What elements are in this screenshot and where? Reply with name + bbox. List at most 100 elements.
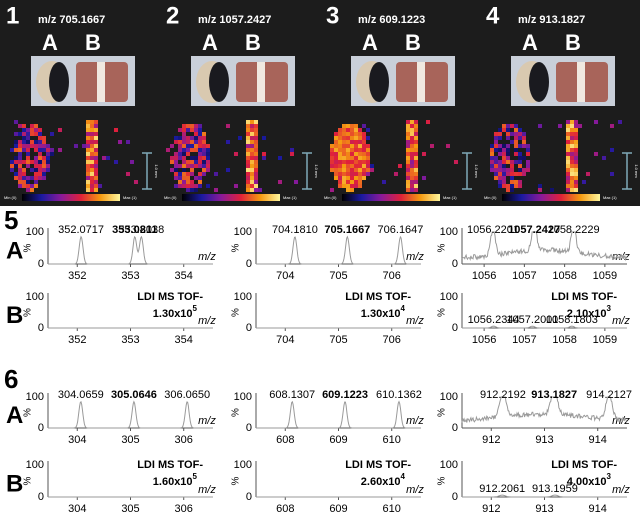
heatmap-pixel <box>178 176 182 180</box>
heatmap-pixel <box>26 156 30 160</box>
heatmap-pixel <box>246 180 250 184</box>
heatmap-pixel <box>14 120 18 124</box>
section-number: 6 <box>4 364 18 394</box>
heatmap-pixel <box>186 144 190 148</box>
heatmap-pixel <box>94 132 98 136</box>
heatmap-pixel <box>22 160 26 164</box>
heatmap-pixel <box>366 168 370 172</box>
heatmap-pixel <box>570 180 574 184</box>
heatmap-pixel <box>338 172 342 176</box>
heatmap-pixel <box>182 168 186 172</box>
heatmap-pixel <box>30 188 34 192</box>
heatmap-pixel <box>254 180 258 184</box>
heatmap-pixel <box>254 136 258 140</box>
heatmap-pixel <box>82 144 86 148</box>
y-max-label: 100 <box>234 391 252 403</box>
heatmap-pixel <box>182 140 186 144</box>
heatmap-pixel <box>90 160 94 164</box>
heatmap-pixel <box>566 140 570 144</box>
heatmap-pixel <box>342 124 346 128</box>
heatmap-pixel <box>346 184 350 188</box>
sample-label: B <box>245 30 261 55</box>
heatmap-pixel <box>86 152 90 156</box>
heatmap-pixel <box>14 148 18 152</box>
intensity-line1: LDI MS TOF- <box>345 459 411 471</box>
heatmap-pixel <box>414 160 418 164</box>
heatmap-pixel <box>406 188 410 192</box>
heatmap-pixel <box>86 140 90 144</box>
y-min-label: 0 <box>452 322 458 334</box>
heatmap-pixel <box>566 160 570 164</box>
heatmap-pixel <box>202 156 206 160</box>
heatmap-pixel <box>14 164 18 168</box>
heatmap-pixel <box>346 148 350 152</box>
heatmap-pixel <box>410 184 414 188</box>
heatmap-pixel <box>42 172 46 176</box>
heatmap-pixel <box>330 148 334 152</box>
heatmap-pixel <box>518 156 522 160</box>
heatmap-pixel <box>38 168 42 172</box>
heatmap-pixel <box>538 188 542 192</box>
heatmap-pixel <box>14 156 18 160</box>
heatmap-pixel <box>366 128 370 132</box>
intensity-line1: LDI MS TOF- <box>137 459 203 471</box>
heatmap-pixel <box>250 188 254 192</box>
heatmap-pixel <box>514 124 518 128</box>
heatmap-pixel <box>94 164 98 168</box>
heatmap-pixel <box>494 156 498 160</box>
heatmap-pixel <box>406 148 410 152</box>
heatmap-pixel <box>194 176 198 180</box>
heatmap-pixel <box>198 128 202 132</box>
heatmap-pixel <box>610 124 614 128</box>
heatmap-pixel <box>250 172 254 176</box>
heatmap-pixel <box>338 160 342 164</box>
peak-label: 1056.2201 <box>467 224 519 236</box>
x-tick-label: 914 <box>589 503 607 515</box>
heatmap-pixel <box>18 160 22 164</box>
heatmap-pixel <box>518 180 522 184</box>
heatmap-pixel <box>406 176 410 180</box>
heatmap-pixel <box>202 132 206 136</box>
y-min-label: 0 <box>246 258 252 270</box>
heatmap-pixel <box>570 184 574 188</box>
heatmap-pixel <box>354 152 358 156</box>
heatmap-pixel <box>514 132 518 136</box>
heatmap-pixel <box>574 140 578 144</box>
x-tick-label: 704 <box>276 270 294 282</box>
heatmap-pixel <box>574 132 578 136</box>
heatmap-pixel <box>90 164 94 168</box>
heatmap-pixel <box>214 172 218 176</box>
x-tick-label: 1059 <box>593 334 617 346</box>
heatmap-pixel <box>50 152 54 156</box>
heatmap-pixel <box>574 168 578 172</box>
heatmap-pixel <box>430 144 434 148</box>
heatmap-pixel <box>254 132 258 136</box>
heatmap-pixel <box>342 176 346 180</box>
row-label: B <box>6 470 23 497</box>
x-tick-label: 609 <box>329 503 347 515</box>
heatmap-pixel <box>502 152 506 156</box>
heatmap-pixel <box>566 136 570 140</box>
heatmap-pixel <box>574 188 578 192</box>
heatmap-pixel <box>490 164 494 168</box>
heatmap-pixel <box>182 180 186 184</box>
heatmap-pixel <box>510 140 514 144</box>
heatmap-pixel <box>498 148 502 152</box>
heatmap-pixel <box>570 140 574 144</box>
x-tick-label: 704 <box>276 334 294 346</box>
y-min-label: 0 <box>38 491 44 503</box>
heatmap-pixel <box>10 148 14 152</box>
heatmap-pixel <box>26 180 30 184</box>
heatmap-pixel <box>246 132 250 136</box>
heatmap-pixel <box>170 144 174 148</box>
heatmap-pixel <box>30 140 34 144</box>
heatmap-pixel <box>510 132 514 136</box>
heatmap-pixel <box>250 168 254 172</box>
heatmap-pixel <box>618 120 622 124</box>
heatmap-pixel <box>354 136 358 140</box>
heatmap-pixel <box>246 124 250 128</box>
sample-label: B <box>405 30 421 55</box>
heatmap-pixel <box>358 180 362 184</box>
heatmap-pixel <box>490 148 494 152</box>
heatmap-pixel <box>254 172 258 176</box>
